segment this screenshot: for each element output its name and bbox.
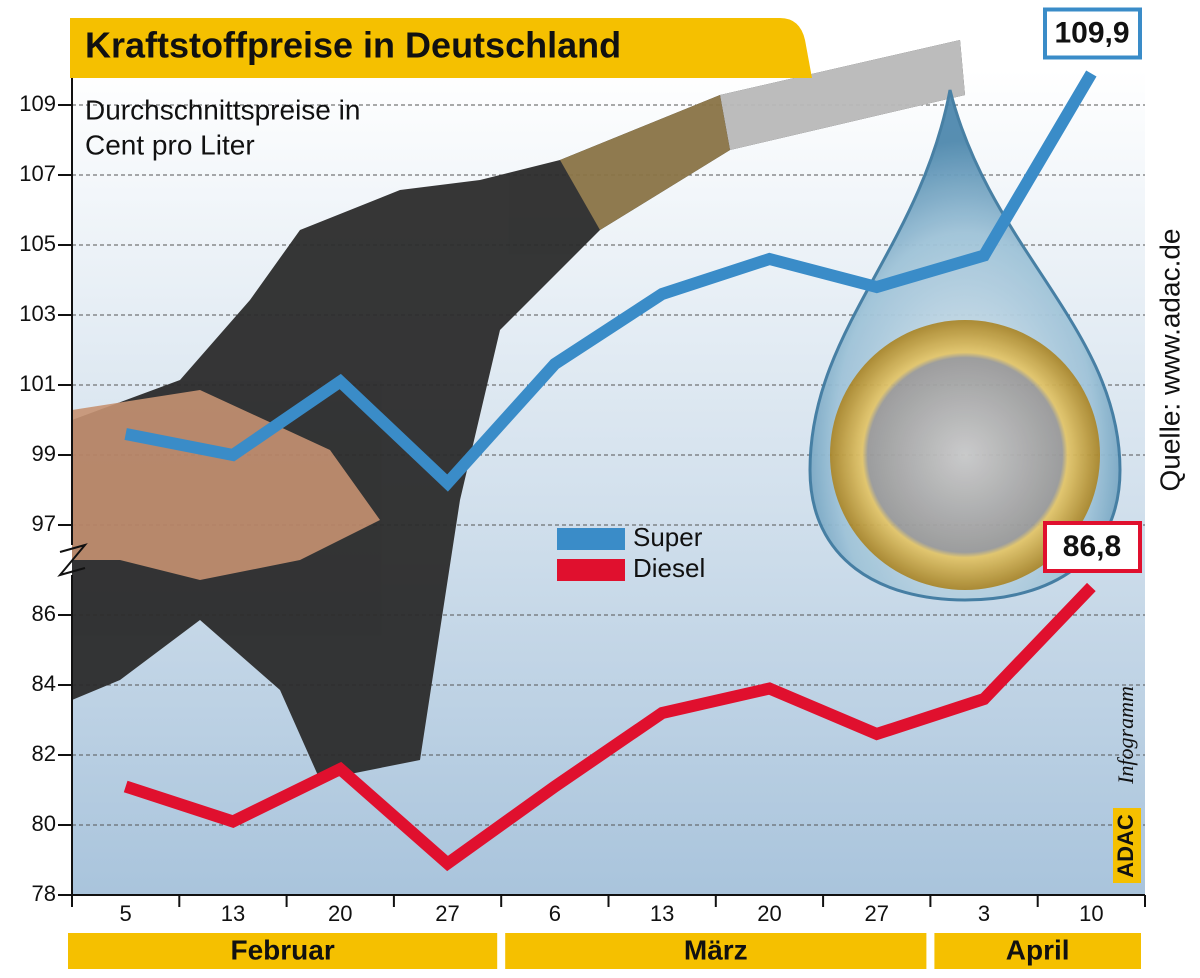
title-bar [70, 18, 812, 78]
y-tick-label: 99 [32, 441, 56, 466]
legend-label: Super [633, 522, 703, 552]
brand-box [1113, 808, 1141, 883]
legend-swatch [557, 559, 625, 581]
y-tick-label: 103 [19, 301, 56, 326]
y-tick-label: 82 [32, 741, 56, 766]
x-tick-label: 3 [978, 901, 990, 926]
x-tick-label: 5 [120, 901, 132, 926]
x-tick-label: 27 [865, 901, 889, 926]
value-label-box [1043, 7, 1142, 60]
y-tick-label: 101 [19, 371, 56, 396]
series-line [124, 70, 1097, 492]
month-bar [68, 933, 498, 969]
y-tick-label: 97 [32, 511, 56, 536]
value-label-box [1043, 521, 1142, 573]
value-label: 86,8 [1063, 530, 1121, 563]
y-tick-label: 86 [32, 601, 56, 626]
x-tick-label: 20 [757, 901, 781, 926]
y-tick-label: 80 [32, 811, 56, 836]
month-label: April [1006, 934, 1070, 965]
brand-suffix: Infogramm [1113, 686, 1138, 785]
legend-swatch [557, 528, 625, 550]
subtitle: Cent pro Liter [85, 129, 255, 160]
legend-label: Diesel [633, 553, 705, 583]
x-tick-label: 6 [549, 901, 561, 926]
axis-break [57, 543, 88, 577]
x-tick-label: 10 [1079, 901, 1103, 926]
brand: ADAC [1113, 814, 1138, 878]
y-tick-label: 78 [32, 881, 56, 906]
month-label: Februar [230, 934, 334, 965]
chart-title: Kraftstoffpreise in Deutschland [85, 25, 621, 66]
y-tick-label: 105 [19, 231, 56, 256]
x-tick-label: 20 [328, 901, 352, 926]
x-tick-label: 13 [221, 901, 245, 926]
x-tick-label: 27 [435, 901, 459, 926]
source: Quelle: www.adac.de [1154, 228, 1185, 491]
y-tick-label: 109 [19, 91, 56, 116]
month-label: März [684, 934, 748, 965]
subtitle: Durchschnittspreise in [85, 94, 360, 125]
x-tick-label: 13 [650, 901, 674, 926]
month-bar [934, 933, 1141, 969]
y-tick-label: 107 [19, 161, 56, 186]
series-line [123, 582, 1096, 872]
value-label: 109,9 [1054, 16, 1129, 49]
month-bar [505, 933, 927, 969]
y-tick-label: 84 [32, 671, 56, 696]
